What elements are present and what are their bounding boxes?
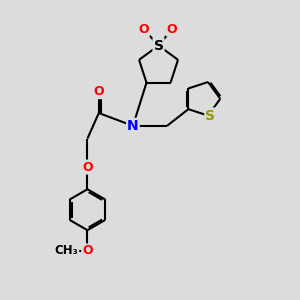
Text: O: O	[138, 22, 149, 36]
Text: O: O	[82, 244, 93, 257]
Text: S: S	[205, 109, 215, 123]
Text: N: N	[127, 119, 139, 133]
Text: CH₃: CH₃	[55, 244, 78, 257]
Text: S: S	[154, 39, 164, 52]
Text: O: O	[167, 22, 178, 36]
Text: O: O	[82, 160, 93, 174]
Text: O: O	[94, 85, 104, 98]
